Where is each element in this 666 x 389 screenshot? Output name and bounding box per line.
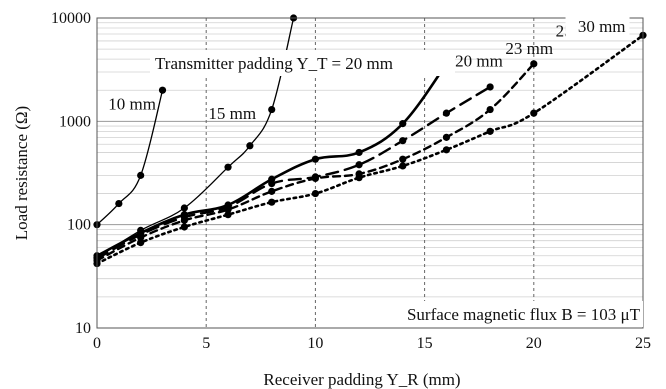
- y-tick-label: 10000: [51, 10, 91, 27]
- series-point-2: [399, 120, 407, 128]
- series-label: 10 mm: [108, 95, 156, 114]
- series-point-4: [442, 133, 451, 141]
- series-point-4: [530, 60, 538, 68]
- series-point-1: [180, 204, 188, 212]
- series-point-4: [137, 233, 145, 242]
- series-point-5: [180, 223, 188, 231]
- series-label: 20 mm: [455, 51, 503, 70]
- series-point-3: [268, 179, 276, 188]
- series-point-5: [530, 109, 538, 117]
- series-point-2: [311, 155, 319, 163]
- series-point-1: [268, 105, 276, 114]
- series-point-2: [355, 148, 363, 157]
- x-tick-label: 25: [635, 335, 651, 352]
- y-tick-label: 100: [67, 217, 91, 234]
- series-point-4: [311, 174, 319, 183]
- series-point-3: [442, 109, 451, 117]
- x-tick-label: 10: [307, 335, 323, 352]
- y-axis-title: Load resistance (Ω): [12, 106, 31, 240]
- tick-labels: 0 5 10 15 20 25 10 100 1000 10000: [51, 10, 651, 352]
- series-label: 30 mm: [578, 17, 626, 36]
- series-line-0: [96, 89, 164, 226]
- transmitter-annotation: Transmitter padding Y_T = 20 mm: [155, 54, 393, 73]
- series-point-5: [399, 162, 407, 170]
- series-label-bg: [565, 17, 630, 38]
- transmitter-annotation-bg: [150, 50, 455, 76]
- series-point-3: [355, 161, 363, 169]
- series-point-4: [486, 105, 494, 114]
- series-point-3: [486, 83, 494, 91]
- series-layer: [93, 14, 647, 268]
- x-tick-label: 5: [202, 335, 210, 352]
- x-tick-label: 0: [93, 335, 101, 352]
- x-axis-title: Receiver padding Y_R (mm): [263, 370, 460, 389]
- x-tick-label: 20: [526, 335, 542, 352]
- series-point-4: [268, 187, 276, 195]
- plot-border: [96, 17, 644, 329]
- series-line-3: [95, 85, 492, 260]
- series-point-5: [311, 189, 319, 198]
- series-point-5: [268, 198, 276, 206]
- y-tick-label: 1000: [59, 113, 91, 130]
- series-point-0: [137, 171, 145, 179]
- series-point-5: [355, 174, 363, 182]
- series-point-5: [486, 127, 494, 135]
- series-point-0: [158, 86, 167, 94]
- series-point-1: [246, 142, 254, 150]
- series-point-4: [180, 216, 188, 224]
- series-point-4: [399, 155, 407, 163]
- series-point-3: [399, 137, 407, 145]
- series-point-1: [224, 163, 232, 171]
- y-tick-label: 10: [75, 320, 91, 337]
- series-label: 23 mm: [505, 39, 553, 58]
- x-tick-label: 15: [417, 335, 433, 352]
- plot-frame: [96, 17, 644, 329]
- series-point-5: [137, 239, 145, 247]
- series-point-5: [224, 211, 232, 219]
- series-line-5: [95, 34, 645, 265]
- series-point-5: [442, 146, 451, 154]
- flux-annotation: Surface magnetic flux B = 103 μT: [407, 305, 641, 324]
- series-point-4: [224, 205, 232, 214]
- series-point-0: [115, 199, 123, 208]
- series-label: 15 mm: [208, 104, 256, 123]
- flux-annotation-bg: [336, 301, 643, 327]
